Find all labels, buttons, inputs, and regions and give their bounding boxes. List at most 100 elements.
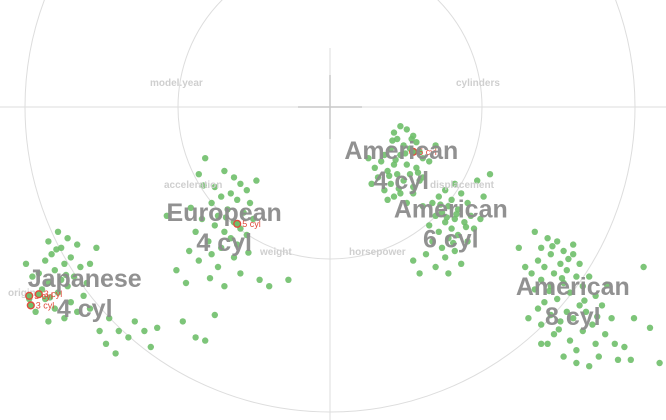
data-point-4-16 xyxy=(538,276,545,283)
data-point-4-55 xyxy=(555,326,562,333)
data-point-4-22 xyxy=(592,292,599,299)
data-point-4-50 xyxy=(646,324,654,331)
data-point-1-29 xyxy=(230,254,238,261)
data-point-0-34 xyxy=(368,180,375,187)
data-point-4-60 xyxy=(515,244,522,251)
data-point-2-19 xyxy=(454,231,462,239)
data-point-0-18 xyxy=(394,171,401,178)
highlight-ring-0 xyxy=(409,147,418,156)
cluster-label-line-0-0: American xyxy=(344,137,458,165)
data-point-4-57 xyxy=(558,275,566,282)
data-point-2-13 xyxy=(442,219,449,226)
data-point-3-43 xyxy=(147,343,154,351)
data-point-4-29 xyxy=(582,308,590,315)
data-point-4-63 xyxy=(573,359,580,367)
data-point-2-24 xyxy=(451,247,458,255)
data-point-4-8 xyxy=(557,260,564,267)
data-point-4-6 xyxy=(570,251,577,258)
data-point-3-40 xyxy=(112,350,119,357)
data-point-4-2 xyxy=(554,238,561,245)
data-point-4-0 xyxy=(531,228,538,235)
data-point-2-34 xyxy=(453,211,460,218)
data-point-3-16 xyxy=(83,279,91,287)
data-point-0-25 xyxy=(381,187,388,194)
data-point-0-10 xyxy=(381,151,388,159)
data-point-4-61 xyxy=(522,263,529,271)
highlight-label-4: 3 cyl xyxy=(36,300,55,310)
data-point-4-52 xyxy=(565,255,572,263)
data-point-0-33 xyxy=(426,158,433,165)
data-point-4-20 xyxy=(531,286,538,293)
data-point-3-26 xyxy=(32,308,39,315)
data-point-3-48 xyxy=(202,337,209,344)
data-point-0-40 xyxy=(432,142,439,149)
data-point-0-32 xyxy=(371,164,378,171)
data-point-1-23 xyxy=(227,235,234,242)
data-point-3-8 xyxy=(61,260,68,267)
data-point-4-24 xyxy=(541,299,548,306)
data-point-3-20 xyxy=(80,292,87,299)
data-point-3-42 xyxy=(154,324,161,331)
data-point-4-13 xyxy=(550,270,558,277)
axis-labels: model.year cylinders acceleration displa… xyxy=(8,78,500,299)
data-point-1-2 xyxy=(221,167,228,175)
cluster-label-1: European 4 cyl xyxy=(167,199,282,257)
data-point-1-27 xyxy=(186,247,193,255)
data-point-0-4 xyxy=(394,135,401,143)
data-point-1-21 xyxy=(192,228,199,235)
data-point-4-7 xyxy=(534,257,542,264)
data-point-2-16 xyxy=(448,225,455,232)
data-point-1-11 xyxy=(246,199,254,207)
data-point-3-37 xyxy=(115,327,123,335)
data-point-4-15 xyxy=(586,273,593,280)
data-point-4-35 xyxy=(589,321,596,328)
data-point-4-28 xyxy=(563,308,570,315)
highlight-label-2: 3 cyl xyxy=(34,291,53,301)
data-point-4-33 xyxy=(557,318,564,325)
data-point-2-5 xyxy=(464,199,471,207)
data-point-4-54 xyxy=(581,297,588,304)
data-point-0-13 xyxy=(378,158,385,165)
data-point-2-38 xyxy=(450,239,457,247)
data-point-0-28 xyxy=(384,196,391,203)
data-point-4-10 xyxy=(541,263,548,271)
data-point-4-45 xyxy=(595,353,602,360)
highlight-ring-2 xyxy=(25,291,34,300)
data-point-3-25 xyxy=(74,308,81,315)
data-point-2-0 xyxy=(451,180,458,187)
data-point-4-62 xyxy=(538,340,545,347)
data-point-0-16 xyxy=(413,164,420,171)
data-point-4-53 xyxy=(546,287,553,295)
highlight-label-3: 3 cyl xyxy=(44,289,63,299)
data-point-3-22 xyxy=(67,299,75,306)
data-point-0-30 xyxy=(410,190,417,197)
data-point-2-15 xyxy=(426,222,433,229)
cluster-label-line-3-0: Japanese xyxy=(28,265,142,293)
axis-label-horsepower: horsepower xyxy=(349,247,406,258)
data-point-3-46 xyxy=(179,318,186,325)
data-point-0-2 xyxy=(390,129,398,136)
data-point-3-34 xyxy=(62,271,70,279)
data-point-4-30 xyxy=(547,311,554,319)
data-point-3-17 xyxy=(64,283,71,290)
data-point-2-20 xyxy=(445,235,452,242)
data-point-4-27 xyxy=(534,305,542,312)
data-point-0-17 xyxy=(384,167,391,175)
data-point-4-5 xyxy=(547,251,554,258)
axis-label-displacement: displacement xyxy=(430,180,495,191)
cluster-label-line-3-1: 4 cyl xyxy=(57,295,113,323)
data-point-0-24 xyxy=(410,183,417,191)
data-point-4-46 xyxy=(560,353,567,360)
data-point-3-15 xyxy=(29,273,36,280)
data-point-3-49 xyxy=(211,311,218,319)
data-point-1-44 xyxy=(206,275,214,282)
axis-label-weight: weight xyxy=(259,247,292,258)
data-points xyxy=(22,123,663,370)
data-point-3-41 xyxy=(141,327,148,335)
data-point-0-23 xyxy=(387,180,394,187)
data-point-1-45 xyxy=(253,177,260,184)
data-point-3-45 xyxy=(96,327,103,335)
